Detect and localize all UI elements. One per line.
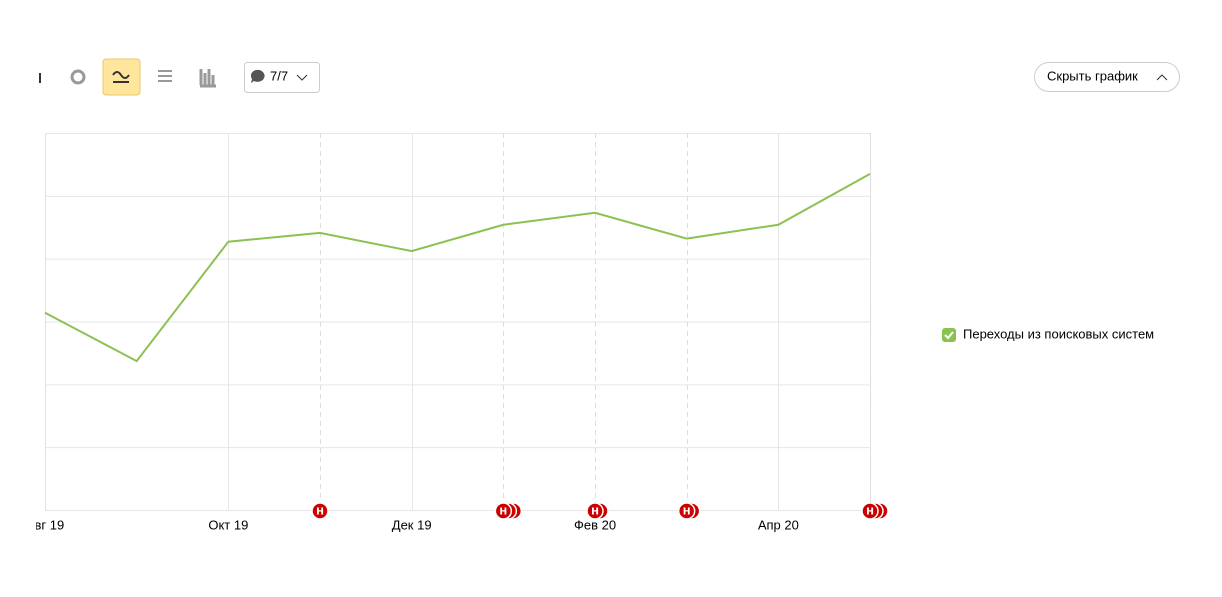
chevron bbox=[296, 74, 308, 81]
comment-marker[interactable]: н bbox=[586, 502, 609, 520]
comment-marker[interactable]: н bbox=[677, 502, 701, 520]
x-tick-label: Окт 19 bbox=[208, 517, 248, 532]
comment-letter: н bbox=[499, 502, 507, 517]
legend-label: Переходы из поисковых систем bbox=[963, 326, 1154, 341]
comment-bubble bbox=[586, 502, 604, 520]
line-icon bbox=[112, 71, 130, 83]
toolbar: 7/7 Скрыть график bbox=[39, 58, 1180, 96]
chevron bbox=[1156, 74, 1168, 81]
hide-button[interactable] bbox=[1034, 62, 1180, 92]
comment-bubble bbox=[861, 502, 879, 520]
comments-dropdown[interactable] bbox=[244, 62, 320, 93]
comment-marker[interactable]: н bbox=[311, 502, 329, 520]
x-tick-label: Дек 19 bbox=[392, 517, 432, 532]
x-tick-label: Фев 20 bbox=[574, 517, 616, 532]
pie-icon[interactable] bbox=[70, 69, 86, 85]
chart-type-icon[interactable] bbox=[39, 73, 41, 83]
comment-letter: н bbox=[591, 502, 599, 517]
area-icon[interactable] bbox=[158, 70, 172, 82]
x-tick-label: Авг 19 bbox=[26, 517, 64, 532]
line bbox=[44, 172, 871, 363]
comment-icon bbox=[250, 69, 265, 83]
comment-marker[interactable]: н bbox=[494, 502, 523, 520]
comment-bubble bbox=[677, 502, 696, 520]
legend-check bbox=[944, 331, 954, 340]
legend-item[interactable]: Переходы из поисковых систем bbox=[942, 326, 1154, 342]
comments-filter: 7/7 bbox=[270, 68, 288, 83]
legend-checkbox bbox=[942, 328, 956, 342]
comment-marker[interactable]: н bbox=[861, 502, 889, 520]
comment-letter: н bbox=[683, 502, 691, 517]
bars-icon[interactable] bbox=[199, 69, 216, 88]
hide-button-label: Скрыть график bbox=[1047, 68, 1138, 83]
comment-bubble bbox=[494, 502, 513, 520]
x-tick-label: Апр 20 bbox=[758, 517, 799, 532]
comment-letter: н bbox=[316, 502, 324, 517]
comment-letter: н bbox=[866, 502, 874, 517]
comment-bubble bbox=[311, 502, 329, 520]
